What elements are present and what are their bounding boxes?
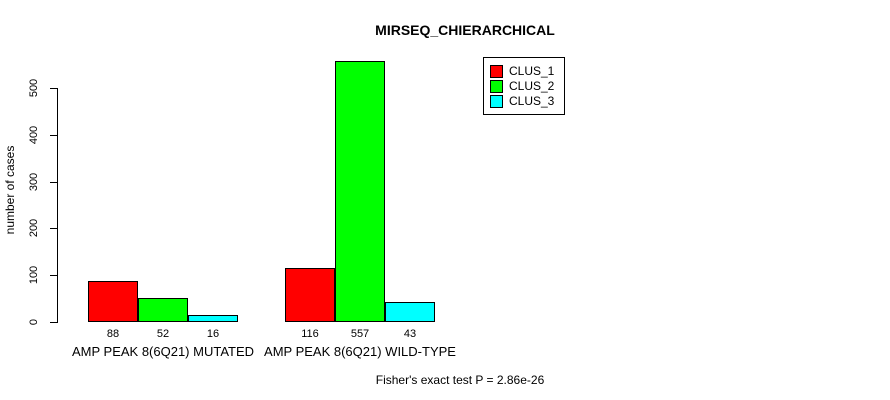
y-tick-label: 300	[28, 172, 40, 191]
category-label: AMP PEAK 8(6Q21) MUTATED	[71, 344, 255, 359]
y-tick-label: 0	[28, 318, 40, 326]
y-axis-line	[57, 88, 58, 323]
bar-value-label: 557	[350, 328, 370, 340]
legend-label: CLUS_2	[509, 79, 555, 93]
legend-label: CLUS_3	[509, 94, 555, 108]
bar-clus_2	[335, 61, 385, 322]
category-label: AMP PEAK 8(6Q21) WILD-TYPE	[264, 344, 456, 359]
chart-title: MIRSEQ_CHIERARCHICAL	[375, 22, 555, 38]
legend-item: CLUS_3	[490, 94, 554, 108]
annotation-text: Fisher's exact test P = 2.86e-26	[375, 373, 545, 387]
y-axis-label: number of cases	[3, 145, 17, 235]
y-tick-mark	[50, 88, 57, 89]
y-tick-label: 100	[28, 266, 40, 285]
bar-clus_3	[188, 314, 238, 322]
y-tick-label: 500	[28, 78, 40, 98]
bar-value-label: 43	[403, 328, 417, 340]
bar-value-label: 88	[106, 328, 120, 340]
bar-clus_1	[88, 280, 138, 322]
bar-clus_2	[138, 297, 188, 322]
bar-clus_3	[385, 301, 435, 322]
legend-swatch	[490, 79, 503, 93]
y-tick-mark	[50, 134, 57, 136]
y-tick-mark	[50, 275, 57, 277]
y-tick-mark	[50, 181, 57, 183]
bar-clus_1	[285, 267, 335, 322]
bar-value-label: 16	[206, 328, 220, 340]
legend-swatch	[490, 94, 503, 108]
legend-item: CLUS_1	[490, 64, 554, 78]
legend-label: CLUS_1	[509, 64, 555, 78]
y-tick-label: 400	[28, 125, 40, 144]
y-tick-mark	[50, 228, 57, 230]
legend: CLUS_1 CLUS_2 CLUS_3	[483, 57, 566, 115]
y-tick-mark	[50, 322, 57, 323]
legend-swatch	[490, 64, 503, 78]
bar-value-label: 116	[301, 328, 319, 340]
y-tick-label: 200	[28, 219, 40, 238]
legend-item: CLUS_2	[490, 79, 554, 93]
bar-value-label: 52	[156, 328, 170, 340]
